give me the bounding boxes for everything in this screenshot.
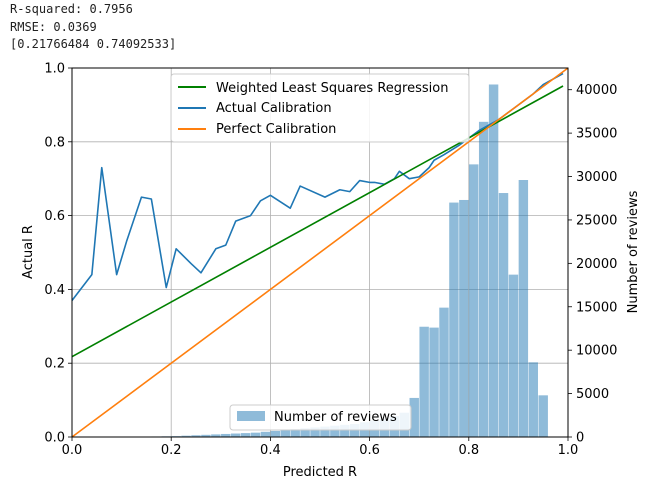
right-y-tick-label: 25000 bbox=[576, 213, 617, 228]
review-count-bar bbox=[459, 199, 469, 437]
right-y-axis-label: Number of reviews bbox=[626, 190, 641, 313]
review-count-bar bbox=[340, 424, 350, 437]
right-y-ticks: 0 5000 10000 15000 20000 25000 30000 35000 40000 bbox=[568, 83, 617, 446]
review-count-bar bbox=[230, 433, 241, 437]
review-count-bar bbox=[320, 426, 330, 437]
review-count-bar bbox=[260, 431, 271, 437]
left-y-tick-label: 1.0 bbox=[44, 62, 65, 77]
review-count-bar bbox=[488, 84, 499, 438]
review-count-bar bbox=[429, 327, 439, 437]
review-count-bar bbox=[191, 435, 201, 437]
review-count-bar bbox=[270, 430, 281, 437]
review-count-bar bbox=[478, 121, 489, 437]
review-count-bar bbox=[240, 433, 251, 437]
legend-swatch-reviews bbox=[237, 411, 265, 421]
left-y-tick-label: 0.4 bbox=[44, 283, 65, 298]
right-y-tick-label: 10000 bbox=[576, 344, 617, 359]
review-count-bar bbox=[518, 180, 529, 437]
review-count-bar bbox=[290, 429, 300, 437]
right-y-tick-label: 35000 bbox=[576, 127, 617, 142]
review-count-bar bbox=[330, 425, 340, 437]
left-y-tick-label: 0.0 bbox=[44, 431, 65, 446]
x-tick-label: 0.0 bbox=[62, 443, 83, 458]
left-y-tick-label: 0.8 bbox=[44, 135, 65, 150]
review-count-bar bbox=[250, 432, 261, 437]
left-y-tick-label: 0.2 bbox=[44, 357, 65, 372]
x-axis-label: Predicted R bbox=[283, 465, 357, 480]
review-count-bar bbox=[508, 274, 519, 437]
right-y-tick-label: 5000 bbox=[576, 387, 609, 402]
x-tick-label: 0.4 bbox=[260, 443, 281, 458]
legend-bottom-frame bbox=[229, 404, 412, 431]
right-y-tick-label: 30000 bbox=[576, 170, 617, 185]
review-count-bar bbox=[419, 326, 429, 437]
perfect-calibration-line bbox=[71, 67, 569, 438]
right-y-tick-label: 0 bbox=[576, 431, 584, 446]
review-count-bar bbox=[439, 307, 449, 437]
left-y-axis-label: Actual R bbox=[21, 225, 36, 279]
lines-group bbox=[71, 67, 569, 438]
review-count-bar bbox=[538, 395, 548, 437]
left-y-tick-label: 0.6 bbox=[44, 209, 65, 224]
review-count-bar bbox=[409, 397, 419, 437]
legend-label-reviews: Number of reviews bbox=[274, 410, 397, 425]
review-count-bar bbox=[280, 430, 290, 437]
right-y-tick-label: 20000 bbox=[576, 257, 617, 272]
review-count-bar bbox=[300, 428, 310, 437]
legend-bottom: Number of reviews bbox=[229, 404, 412, 431]
x-tick-label: 0.8 bbox=[458, 443, 479, 458]
x-tick-label: 0.2 bbox=[161, 443, 182, 458]
right-y-tick-label: 15000 bbox=[576, 300, 617, 315]
review-count-bar bbox=[201, 434, 211, 437]
weighted-least-squares-regression-line bbox=[71, 85, 564, 358]
legend-label-actual: Actual Calibration bbox=[216, 101, 332, 116]
x-ticks: 0.0 0.2 0.4 0.6 0.8 1.0 bbox=[62, 437, 579, 458]
left-y-ticks: 0.0 0.2 0.4 0.6 0.8 1.0 bbox=[44, 62, 72, 446]
r-squared-text: R-squared: 0.7956 bbox=[10, 2, 133, 16]
right-y-tick-label: 40000 bbox=[576, 83, 617, 98]
review-count-bar bbox=[469, 164, 479, 437]
x-tick-label: 0.6 bbox=[359, 443, 380, 458]
x-tick-label: 1.0 bbox=[558, 443, 579, 458]
rmse-text: RMSE: 0.0369 bbox=[10, 19, 97, 34]
legend-top-frame bbox=[170, 73, 470, 143]
review-count-bar bbox=[449, 202, 459, 437]
review-count-bar bbox=[498, 193, 509, 437]
coefficients-text: [0.21766484 0.74092533] bbox=[10, 37, 177, 51]
review-count-bar bbox=[221, 433, 231, 437]
review-count-bar bbox=[528, 362, 538, 437]
review-count-bar bbox=[310, 427, 320, 437]
legend-label-perfect: Perfect Calibration bbox=[216, 122, 336, 137]
review-count-bar bbox=[181, 435, 191, 437]
stats-text: R-squared: 0.7956 RMSE: 0.0369 [0.21766484… bbox=[10, 1, 176, 54]
legend-label-wls: Weighted Least Squares Regression bbox=[216, 81, 448, 96]
review-count-bar bbox=[211, 434, 221, 437]
legend-top: Weighted Least Squares Regression Actual… bbox=[170, 73, 470, 143]
plot-frame bbox=[71, 67, 569, 438]
